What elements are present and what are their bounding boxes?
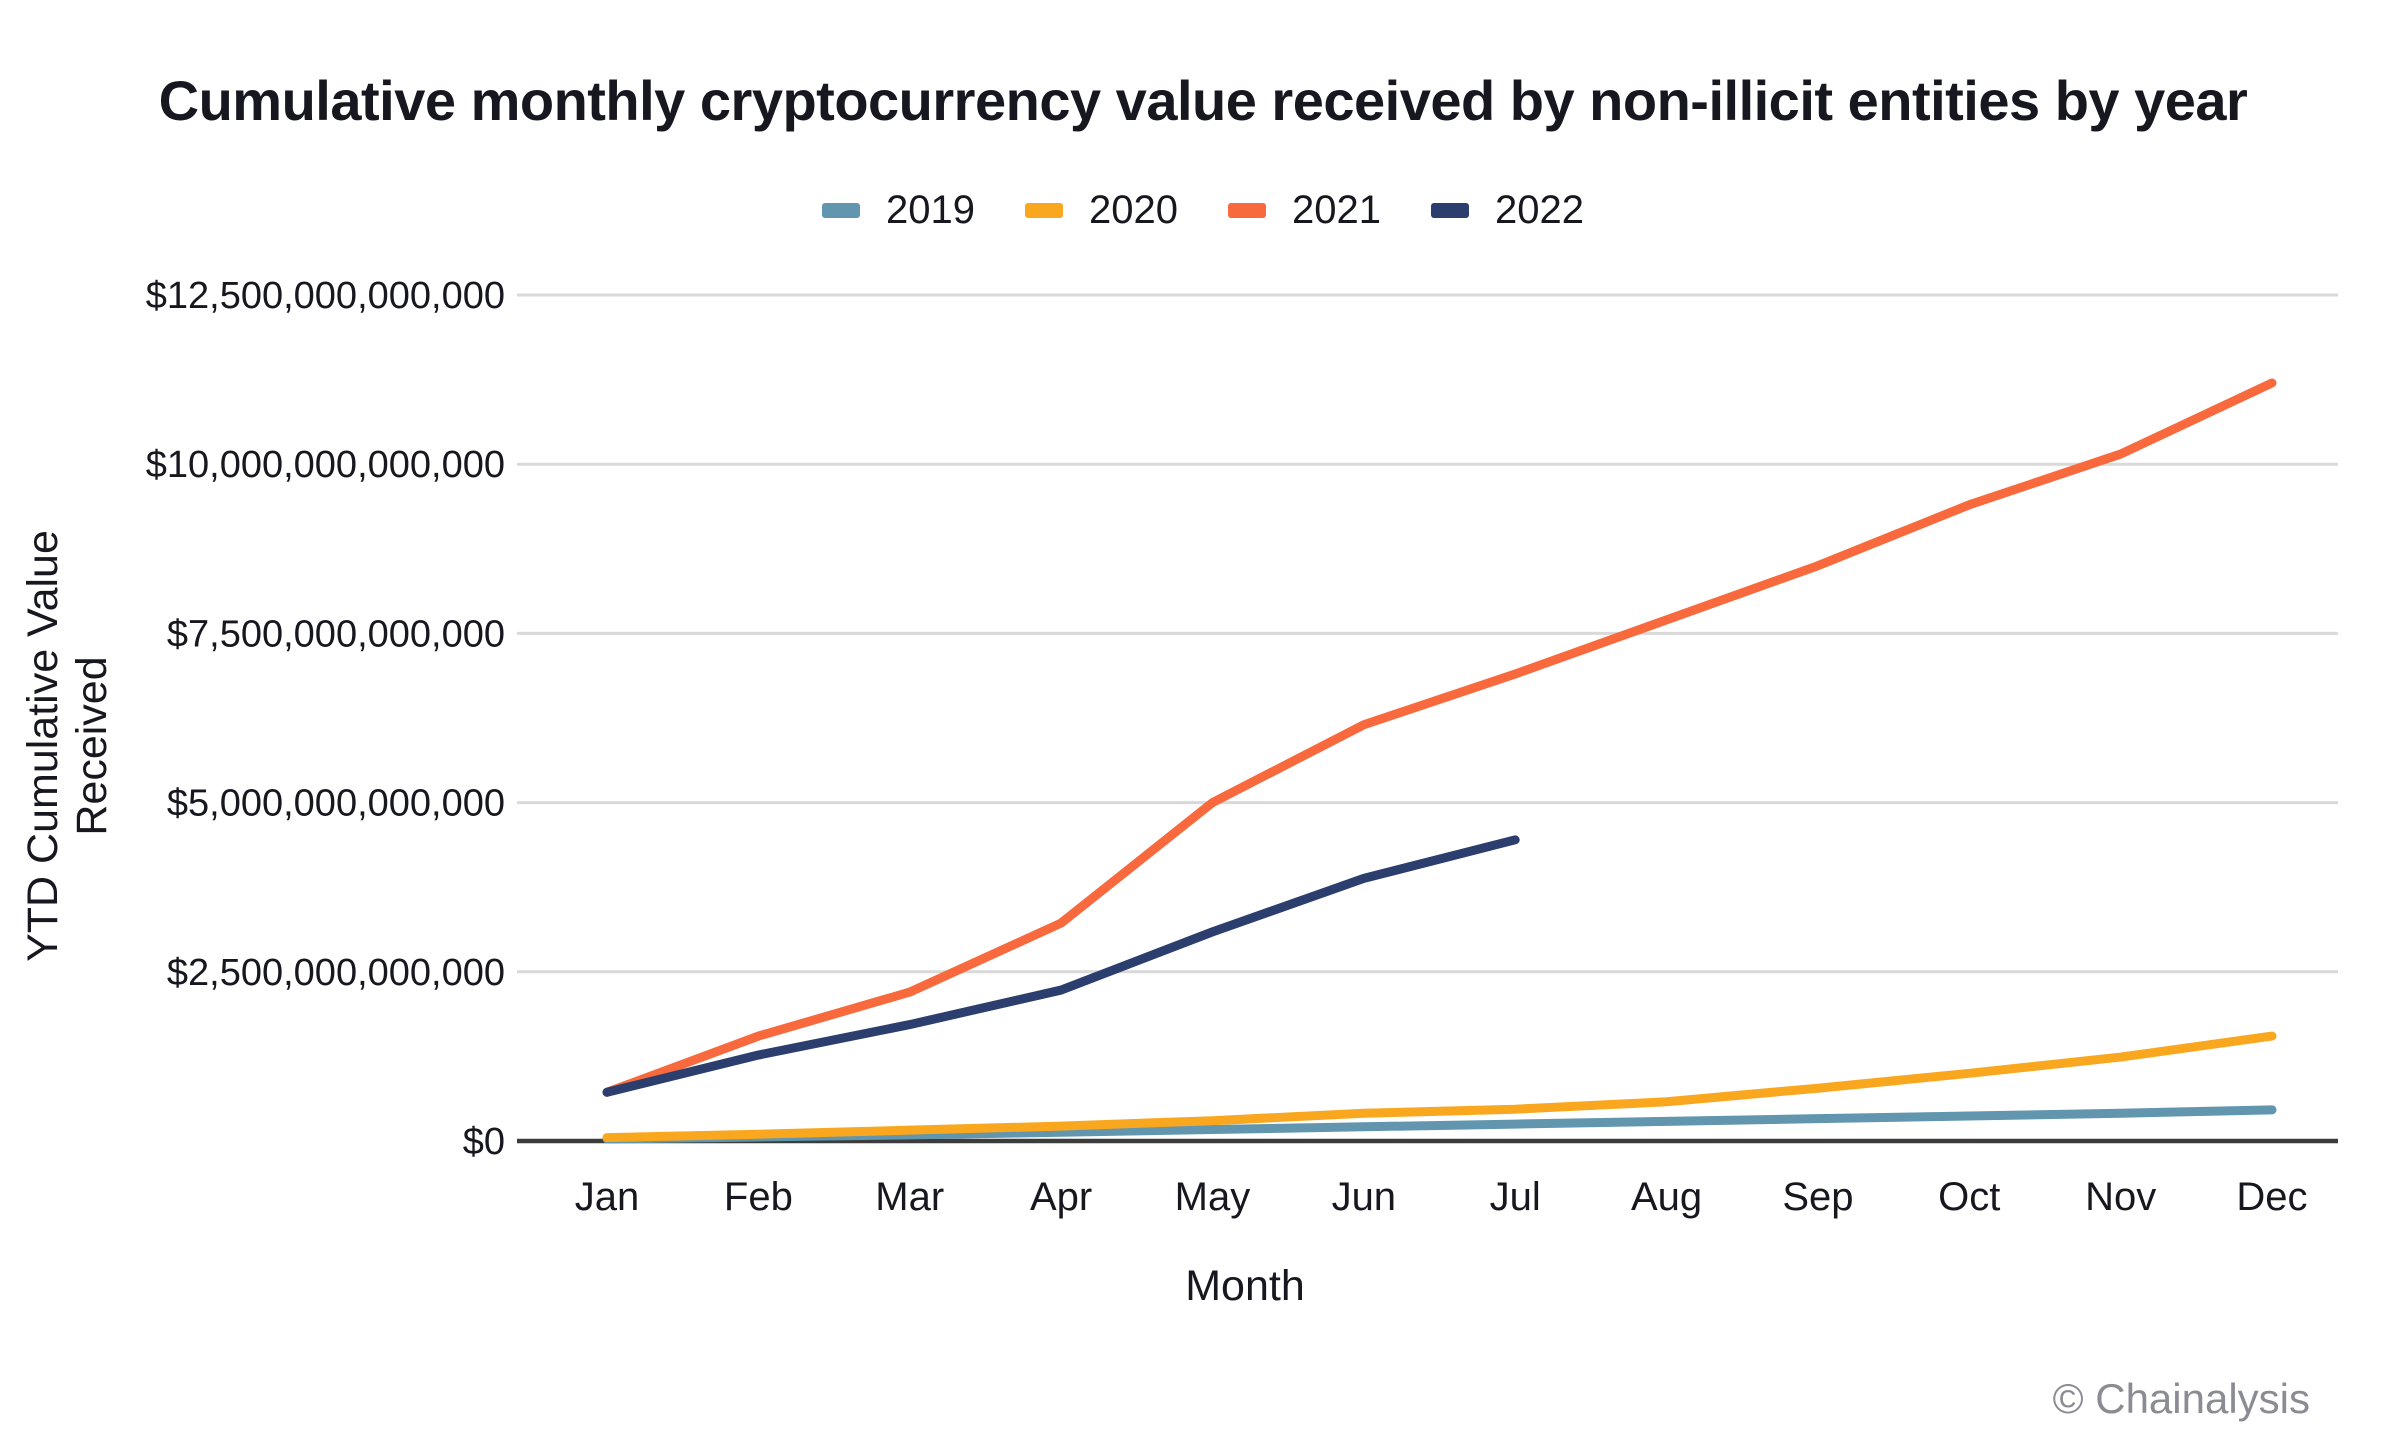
legend-item-2019: 2019 xyxy=(822,188,975,233)
x-tick-label: Apr xyxy=(1030,1175,1092,1219)
legend-item-2020: 2020 xyxy=(1025,188,1178,233)
series-lines xyxy=(602,378,2277,1144)
chart-title: Cumulative monthly cryptocurrency value … xyxy=(158,69,2248,132)
x-tick-label: Aug xyxy=(1631,1175,1702,1219)
x-tick-label: Sep xyxy=(1782,1175,1853,1219)
x-tick-label: Jun xyxy=(1332,1175,1397,1219)
x-tick-label: Nov xyxy=(2085,1175,2156,1219)
legend-item-2022: 2022 xyxy=(1430,188,1584,233)
y-tick-label: $2,500,000,000,000 xyxy=(167,952,505,994)
y-tick-label: $7,500,000,000,000 xyxy=(167,613,505,655)
series-line-2021 xyxy=(602,378,2277,1097)
x-tick-label: Mar xyxy=(875,1175,944,1219)
legend-label: 2019 xyxy=(886,188,976,232)
x-tick-label: Jan xyxy=(575,1175,640,1219)
series-line-2020 xyxy=(602,1031,2277,1143)
y-axis-title: YTD Cumulative Value Received xyxy=(19,530,116,962)
legend-swatch-icon xyxy=(1228,203,1266,218)
gridlines xyxy=(517,293,2338,1144)
y-tick-label: $5,000,000,000,000 xyxy=(167,783,505,825)
x-tick-label: Oct xyxy=(1938,1175,2000,1219)
legend-item-2021: 2021 xyxy=(1228,188,1381,233)
series-line-2022 xyxy=(602,835,1520,1097)
x-tick-label: Jul xyxy=(1490,1175,1541,1219)
y-tick-label: $0 xyxy=(463,1121,505,1163)
legend-swatch-icon xyxy=(1025,203,1064,218)
x-axis-tick-labels: Jan Feb Mar Apr May Jun Jul Aug Sep Oct Nov Dec xyxy=(575,1175,2308,1219)
legend: 2019 2020 2021 2022 xyxy=(0,188,2406,233)
x-tick-label: Dec xyxy=(2236,1175,2307,1219)
legend-label: 2020 xyxy=(1089,188,1178,232)
x-axis-title: Month xyxy=(1185,1262,1305,1310)
y-tick-label: $12,500,000,000,000 xyxy=(146,275,505,317)
y-tick-label: $10,000,000,000,000 xyxy=(146,444,505,486)
y-axis-tick-labels: $0 $2,500,000,000,000 $5,000,000,000,000 $7… xyxy=(146,275,505,1163)
legend-swatch-icon xyxy=(822,203,861,218)
chainalysis-watermark: © Chainalysis xyxy=(2052,1375,2310,1422)
x-tick-label: May xyxy=(1175,1175,1251,1219)
x-tick-label: Feb xyxy=(724,1175,793,1219)
legend-label: 2022 xyxy=(1494,188,1584,232)
legend-swatch-icon xyxy=(1430,203,1469,218)
legend-label: 2021 xyxy=(1292,188,1381,232)
